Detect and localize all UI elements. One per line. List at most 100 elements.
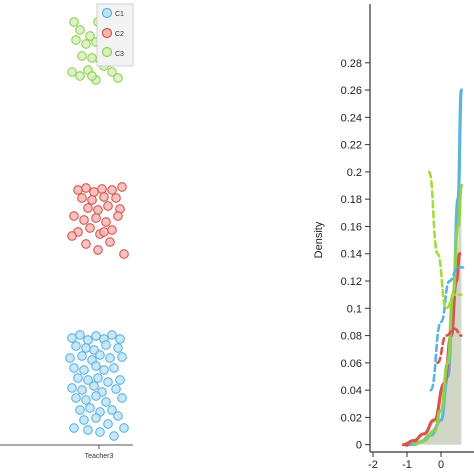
point-c1-41 — [107, 405, 117, 415]
point-c1-5 — [107, 330, 117, 340]
point-c2-4 — [107, 185, 117, 195]
point-c3-19 — [75, 71, 85, 81]
point-c3-23 — [107, 67, 117, 77]
point-c1-47 — [83, 425, 93, 435]
point-c1-1 — [75, 330, 85, 340]
point-c3-7 — [71, 35, 81, 45]
point-c1-29 — [77, 385, 87, 395]
point-c2-16 — [91, 213, 101, 223]
point-c1-3 — [91, 331, 101, 341]
point-c2-17 — [101, 217, 111, 227]
density-line-c3-dashed — [427, 170, 463, 310]
y-tick-label-1: 0.02 — [341, 412, 362, 424]
legend-marker-c1 — [101, 7, 113, 19]
point-c3-18 — [67, 67, 77, 77]
point-c1-11 — [113, 343, 123, 353]
point-c2-22 — [107, 225, 117, 235]
y-tick-label-11: 0.22 — [341, 140, 362, 152]
point-c1-25 — [93, 373, 103, 383]
point-c1-39 — [85, 403, 95, 413]
point-c1-18 — [69, 363, 79, 373]
point-c2-10 — [83, 203, 93, 213]
point-c3-2 — [85, 31, 95, 41]
point-c2-5 — [117, 182, 127, 192]
point-c1-50 — [69, 423, 79, 433]
y-ticks: 0 0.02 0.04 0.06 0.08 0.1 0.12 0.14 0.16 0.18 0.2 0… — [341, 58, 370, 452]
x-tick-label-d-1: -1 — [402, 459, 412, 471]
y-tick-label-5: 0.1 — [347, 303, 362, 315]
legend-label-c2: C2 — [115, 31, 124, 38]
point-c2-6 — [77, 193, 87, 203]
y-tick-label-4: 0.08 — [341, 331, 362, 343]
point-c2-27 — [119, 249, 129, 259]
y-tick-label-2: 0.04 — [341, 385, 362, 397]
point-c2-28 — [99, 227, 109, 237]
point-c3-1 — [75, 25, 85, 35]
point-c3-14 — [87, 53, 97, 63]
legend-label-c3: C3 — [115, 51, 124, 58]
point-c1-33 — [71, 393, 81, 403]
point-c1-23 — [73, 373, 83, 383]
point-c3-13 — [77, 51, 87, 61]
density-line-c3 — [412, 183, 463, 447]
point-c1-27 — [115, 375, 125, 385]
point-c1-42 — [79, 415, 89, 425]
y-tick-label-12: 0.24 — [341, 112, 362, 124]
point-c2-25 — [93, 245, 103, 255]
y-axis-label: Density — [313, 221, 325, 258]
point-c1-16 — [105, 353, 115, 363]
point-c2-0 — [73, 185, 83, 195]
point-c1-38 — [75, 405, 85, 415]
legend-label-c1: C1 — [115, 11, 124, 18]
point-c1-46 — [119, 423, 129, 433]
x-tick-label-d-0: -2 — [368, 459, 378, 471]
point-c2-14 — [69, 211, 79, 221]
point-c2-24 — [81, 239, 91, 249]
point-c1-28 — [67, 383, 77, 393]
point-c1-26 — [103, 377, 113, 387]
point-c1-2 — [83, 335, 93, 345]
point-c1-34 — [81, 395, 91, 405]
point-c1-6 — [115, 334, 125, 344]
point-c3-0 — [69, 17, 79, 27]
point-c1-36 — [101, 397, 111, 407]
point-c2-9 — [111, 193, 121, 203]
point-c2-2 — [89, 187, 99, 197]
point-c2-18 — [113, 211, 123, 221]
point-c1-45 — [113, 411, 123, 421]
point-c1-48 — [95, 427, 105, 437]
point-c1-49 — [109, 431, 119, 441]
point-c1-24 — [83, 375, 93, 385]
point-c3-25 — [87, 71, 97, 81]
point-c2-1 — [81, 183, 91, 193]
plot-area — [402, 88, 465, 447]
point-c2-20 — [85, 223, 95, 233]
point-c2-8 — [99, 192, 109, 202]
point-c1-12 — [65, 353, 75, 363]
point-c2-12 — [103, 201, 113, 211]
density-line-c1-dashed — [429, 266, 465, 392]
point-c2-11 — [93, 205, 103, 215]
density-area-fill — [407, 185, 462, 445]
point-c1-35 — [91, 391, 101, 401]
point-c3-24 — [113, 73, 123, 83]
x-ticks: -2 -1 0 — [368, 452, 444, 471]
point-c1-44 — [103, 419, 113, 429]
point-c1-8 — [81, 343, 91, 353]
y-tick-label-7: 0.14 — [341, 249, 362, 261]
point-c2-3 — [97, 184, 107, 194]
y-tick-label-9: 0.18 — [341, 194, 362, 206]
legend: C1 C2 C3 — [96, 3, 134, 67]
density-line-c2-dashed — [436, 327, 463, 365]
y-tick-label-0: 0 — [356, 440, 362, 452]
point-c1-0 — [67, 333, 77, 343]
point-c1-37 — [117, 393, 127, 403]
x-tick-label-d-2: 0 — [438, 459, 444, 471]
point-c3-8 — [81, 39, 91, 49]
density-plot-panel: 0 0.02 0.04 0.06 0.08 0.1 0.12 0.14 0.16 0.18 0.2 0… — [313, 4, 474, 471]
legend-marker-c3 — [101, 46, 113, 58]
y-tick-label-13: 0.26 — [341, 85, 362, 97]
point-c2-23 — [67, 231, 77, 241]
strip-plot-panel: Teacher3 C1 C2 C3 — [0, 3, 134, 460]
